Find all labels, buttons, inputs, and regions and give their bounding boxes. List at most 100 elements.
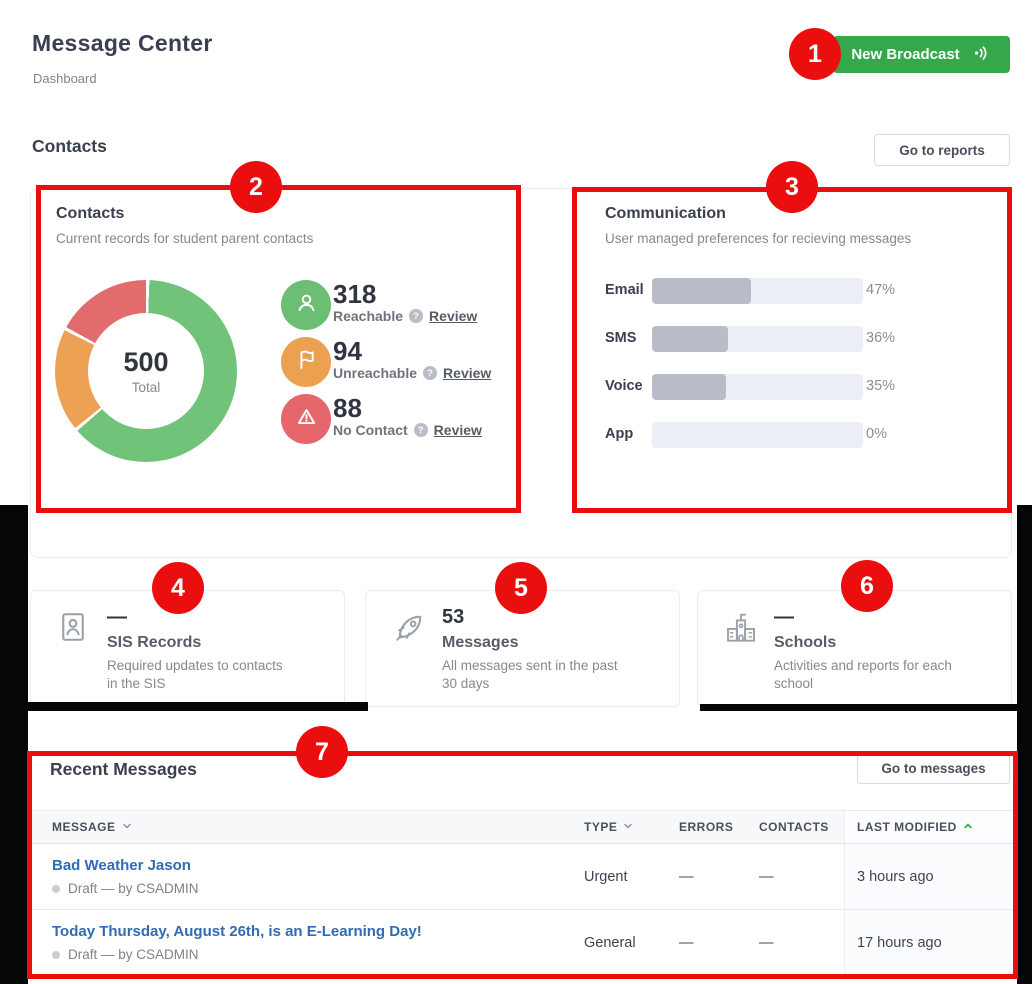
channel-pct-app: 0% xyxy=(866,426,887,442)
schools-description: Activities and reports for each school xyxy=(774,658,952,691)
unreachable-label-row: Unreachable ? Review xyxy=(333,365,491,381)
channel-bar-fill xyxy=(652,326,728,352)
messages-value: 53 xyxy=(442,606,465,628)
new-broadcast-button[interactable]: New Broadcast xyxy=(833,36,1010,73)
reachable-label-row: Reachable ? Review xyxy=(333,308,477,324)
messages-description: All messages sent in the past 30 days xyxy=(442,658,618,691)
recent-messages-panel: Recent Messages Go to messages MESSAGE T… xyxy=(28,751,1017,984)
screen-edge-seam xyxy=(700,704,1017,711)
help-icon[interactable]: ? xyxy=(409,309,424,323)
column-label: MESSAGE xyxy=(52,820,116,834)
reachable-icon-circle xyxy=(281,280,331,330)
screen-edge-left xyxy=(0,505,28,984)
unreachable-icon-circle xyxy=(281,337,331,387)
contacts-section-title: Contacts xyxy=(32,136,107,156)
schools-value: — xyxy=(774,606,794,628)
broadcast-icon xyxy=(972,43,992,67)
errors-cell: — xyxy=(679,934,694,951)
column-header-type[interactable]: TYPE xyxy=(584,811,679,843)
help-icon[interactable]: ? xyxy=(413,423,428,437)
message-status: Draft — by CSADMIN xyxy=(52,881,199,896)
table-row: Today Thursday, August 26th, is an E-Lea… xyxy=(28,910,1017,976)
column-label: ERRORS xyxy=(679,820,734,834)
channel-pct-voice: 35% xyxy=(866,378,896,394)
sis-records-description: Required updates to contacts in the SIS xyxy=(107,658,283,691)
channel-pct-sms: 36% xyxy=(866,330,896,346)
breadcrumb: Dashboard xyxy=(33,71,97,86)
channel-pct-email: 47% xyxy=(866,282,896,298)
type-cell: General xyxy=(584,934,636,951)
last-modified-cell: 17 hours ago xyxy=(844,910,1017,975)
errors-cell: — xyxy=(679,868,694,885)
channel-bar-app xyxy=(652,422,863,448)
status-text: Draft — by CSADMIN xyxy=(68,947,199,962)
sis-records-card[interactable]: — SIS Records Required updates to contac… xyxy=(30,590,345,707)
type-cell: Urgent xyxy=(584,868,628,885)
channel-label-app: App xyxy=(605,426,634,442)
unreachable-value: 94 xyxy=(333,336,362,366)
no-contact-label-row: No Contact ? Review xyxy=(333,422,482,438)
message-cell: Today Thursday, August 26th, is an E-Lea… xyxy=(28,910,584,975)
contacts-card-subtitle: Current records for student parent conta… xyxy=(56,231,314,246)
screen-edge-right xyxy=(1017,505,1032,984)
messages-card[interactable]: 53 Messages All messages sent in the pas… xyxy=(365,590,680,707)
channel-bar-email xyxy=(652,278,863,304)
contacts-card-title: Contacts xyxy=(56,205,125,222)
channel-bar-fill xyxy=(652,374,726,400)
go-to-reports-button[interactable]: Go to reports xyxy=(874,134,1010,166)
no-contact-review-link[interactable]: Review xyxy=(433,422,482,438)
column-header-errors[interactable]: ERRORS xyxy=(679,811,759,843)
sis-records-value: — xyxy=(107,606,127,628)
column-label: CONTACTS xyxy=(759,820,829,834)
unreachable-label: Unreachable xyxy=(333,365,418,381)
channel-label-email: Email xyxy=(605,282,644,298)
new-broadcast-label: New Broadcast xyxy=(851,46,960,63)
channel-bar-sms xyxy=(652,326,863,352)
schools-card[interactable]: — Schools Activities and reports for eac… xyxy=(697,590,1012,707)
screen-edge-seam xyxy=(0,702,368,711)
contacts-cell: — xyxy=(759,868,774,885)
last-modified-cell: 3 hours ago xyxy=(844,844,1017,909)
schools-title: Schools xyxy=(774,634,837,651)
column-header-last-modified[interactable]: LAST MODIFIED xyxy=(844,811,1017,843)
table-header-row: MESSAGE TYPE ERRORS CONTACTS LAST MODIFI… xyxy=(28,810,1017,844)
page-title: Message Center xyxy=(32,30,213,56)
message-link[interactable]: Today Thursday, August 26th, is an E-Lea… xyxy=(52,923,422,940)
sis-records-title: SIS Records xyxy=(107,634,202,651)
communication-card-subtitle: User managed preferences for recieving m… xyxy=(605,231,912,246)
column-label: LAST MODIFIED xyxy=(857,820,957,834)
go-to-messages-button[interactable]: Go to messages xyxy=(857,753,1010,784)
donut-center: 500 Total xyxy=(88,313,204,429)
status-text: Draft — by CSADMIN xyxy=(68,881,199,896)
messages-title: Messages xyxy=(442,634,519,651)
table-row: Bad Weather Jason Draft — by CSADMIN Urg… xyxy=(28,844,1017,910)
alert-triangle-icon xyxy=(293,403,320,435)
no-contact-label: No Contact xyxy=(333,422,408,438)
chevron-down-icon xyxy=(623,820,633,834)
rocket-icon xyxy=(390,609,428,652)
reachable-label: Reachable xyxy=(333,308,404,324)
channel-label-voice: Voice xyxy=(605,378,643,394)
contacts-donut-chart: 500 Total xyxy=(55,280,237,462)
channel-bar-fill xyxy=(652,278,752,304)
contact-card-icon xyxy=(55,609,91,650)
sort-ascending-icon xyxy=(963,820,973,834)
column-label: TYPE xyxy=(584,820,618,834)
school-icon xyxy=(722,609,760,652)
column-header-message[interactable]: MESSAGE xyxy=(28,811,584,843)
person-icon xyxy=(293,289,320,321)
message-status: Draft — by CSADMIN xyxy=(52,947,199,962)
donut-total-label: Total xyxy=(131,380,161,395)
no-contact-value: 88 xyxy=(333,393,362,423)
channel-label-sms: SMS xyxy=(605,330,637,346)
contacts-cell: — xyxy=(759,934,774,951)
status-dot-icon xyxy=(52,884,60,893)
message-link[interactable]: Bad Weather Jason xyxy=(52,857,191,874)
help-icon[interactable]: ? xyxy=(423,366,438,380)
status-dot-icon xyxy=(52,950,60,959)
reachable-value: 318 xyxy=(333,279,377,309)
column-header-contacts[interactable]: CONTACTS xyxy=(759,811,856,843)
no-contact-icon-circle xyxy=(281,394,331,444)
reachable-review-link[interactable]: Review xyxy=(429,308,478,324)
unreachable-review-link[interactable]: Review xyxy=(443,365,492,381)
